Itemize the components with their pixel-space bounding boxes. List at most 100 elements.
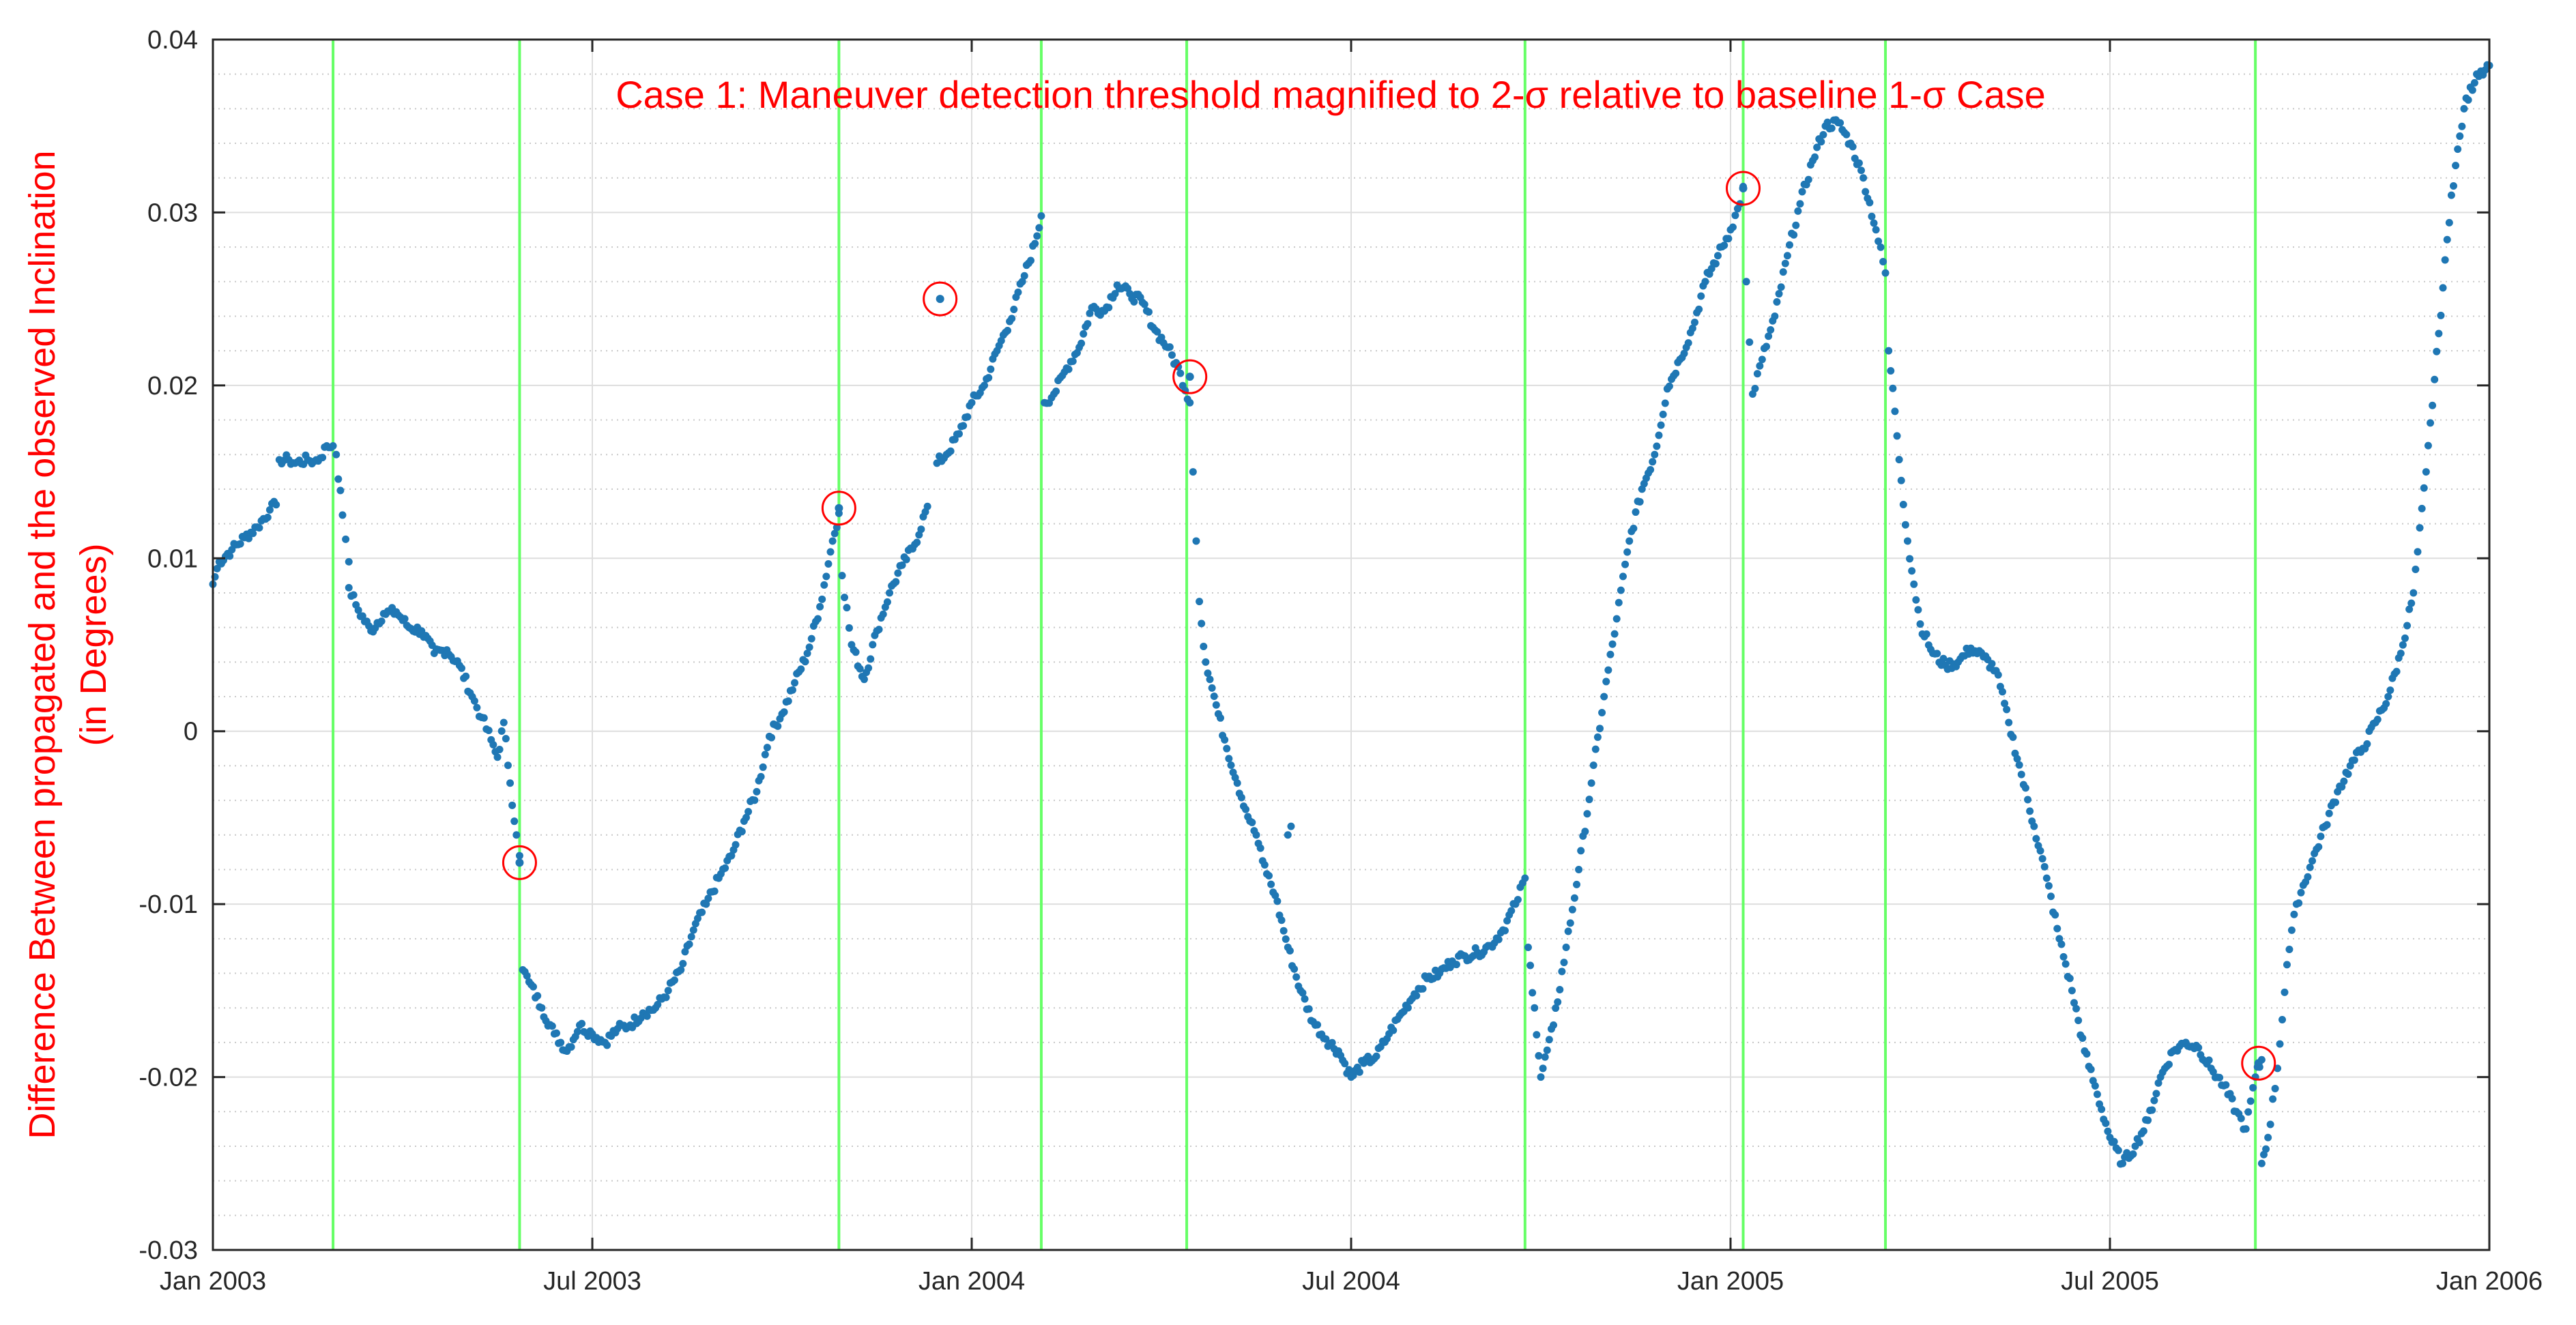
data-point (2435, 330, 2443, 338)
data-point (710, 887, 719, 895)
data-point (484, 726, 493, 734)
data-point (1328, 1038, 1336, 1047)
data-point (898, 561, 906, 569)
data-point (2405, 605, 2414, 613)
data-point (1617, 586, 1625, 594)
data-point (2386, 686, 2394, 695)
data-point (2452, 162, 2460, 170)
data-point (1879, 257, 1887, 265)
data-point (1842, 130, 1851, 139)
data-point (1413, 991, 1421, 1000)
data-point (1186, 398, 1194, 407)
data-point (1817, 138, 1825, 146)
data-point (1526, 961, 1535, 970)
maneuver-lines (332, 40, 2257, 1250)
data-point (1625, 537, 1634, 545)
data-point (744, 808, 753, 816)
data-point (2269, 1095, 2277, 1103)
x-tick-label: Jan 2003 (160, 1267, 266, 1296)
y-tick-label: 0.04 (147, 26, 198, 55)
data-point (1901, 521, 1909, 529)
data-point (1819, 131, 1827, 139)
data-point (1889, 384, 1897, 392)
data-point (1891, 407, 1899, 416)
data-point (2416, 524, 2424, 532)
data-point (512, 831, 521, 839)
data-point (1849, 143, 1857, 151)
data-point (985, 374, 993, 382)
data-point (1026, 257, 1034, 265)
circled-data-point (515, 858, 524, 867)
data-point (1885, 347, 1893, 355)
data-point (2144, 1116, 2152, 1124)
data-point (1277, 916, 1286, 924)
data-point (1570, 894, 1578, 902)
data-point (2264, 1133, 2272, 1141)
data-point (1252, 831, 1260, 839)
data-point (1813, 143, 1821, 151)
data-point (1168, 351, 1176, 359)
data-point (1301, 995, 1309, 1003)
data-point (886, 589, 894, 597)
circled-data-point (1739, 184, 1748, 192)
data-point (923, 502, 931, 510)
data-point (681, 948, 689, 956)
data-point (2470, 78, 2478, 87)
data-point (822, 572, 830, 581)
data-point (1221, 736, 1229, 744)
data-point (2098, 1105, 2106, 1113)
data-point (1208, 684, 1216, 692)
data-point (1260, 861, 1269, 869)
data-point (2061, 960, 2070, 968)
data-point (797, 665, 805, 673)
data-point (2059, 952, 2068, 961)
data-point (236, 540, 244, 548)
data-point (643, 1012, 651, 1020)
data-point (2102, 1119, 2110, 1127)
data-point (1233, 779, 1241, 787)
data-point (1501, 927, 1509, 935)
data-point (462, 672, 470, 680)
data-point (493, 753, 502, 761)
data-point (1630, 525, 1638, 533)
maneuver-detection-circle (502, 845, 537, 880)
data-point (2032, 834, 2040, 843)
data-point (2412, 566, 2420, 574)
data-point (1018, 278, 1026, 286)
data-point (670, 976, 678, 985)
data-point (2325, 809, 2333, 817)
data-point (2422, 468, 2430, 476)
data-point (852, 648, 860, 656)
data-point (1223, 744, 1231, 753)
data-point (1615, 598, 1623, 607)
data-point (2114, 1146, 2122, 1154)
data-point (1539, 1064, 1547, 1073)
data-point (1701, 278, 1709, 286)
data-point (1558, 967, 1566, 976)
data-point (1903, 537, 1911, 545)
data-point (2274, 1064, 2282, 1073)
data-point (1507, 907, 1516, 915)
data-point (1494, 935, 1503, 944)
data-point (2418, 504, 2426, 512)
data-point (1200, 643, 1208, 651)
data-point (1862, 188, 1870, 196)
data-point (2295, 899, 2303, 907)
data-point (1389, 1026, 1398, 1034)
data-point (917, 525, 925, 534)
data-point (2246, 1097, 2255, 1105)
data-point (1827, 124, 1836, 132)
data-point (2066, 974, 2074, 982)
data-point (1210, 693, 1218, 701)
data-point (1653, 442, 1661, 450)
data-point (2068, 987, 2076, 995)
data-point (2271, 1084, 2279, 1092)
data-point (1554, 998, 1562, 1006)
data-point (2129, 1150, 2137, 1159)
data-point (2281, 988, 2289, 996)
data-point (2350, 756, 2358, 764)
data-point (788, 686, 796, 694)
data-point (1341, 1060, 1349, 1068)
data-point (685, 940, 693, 948)
data-point (1742, 278, 1750, 286)
